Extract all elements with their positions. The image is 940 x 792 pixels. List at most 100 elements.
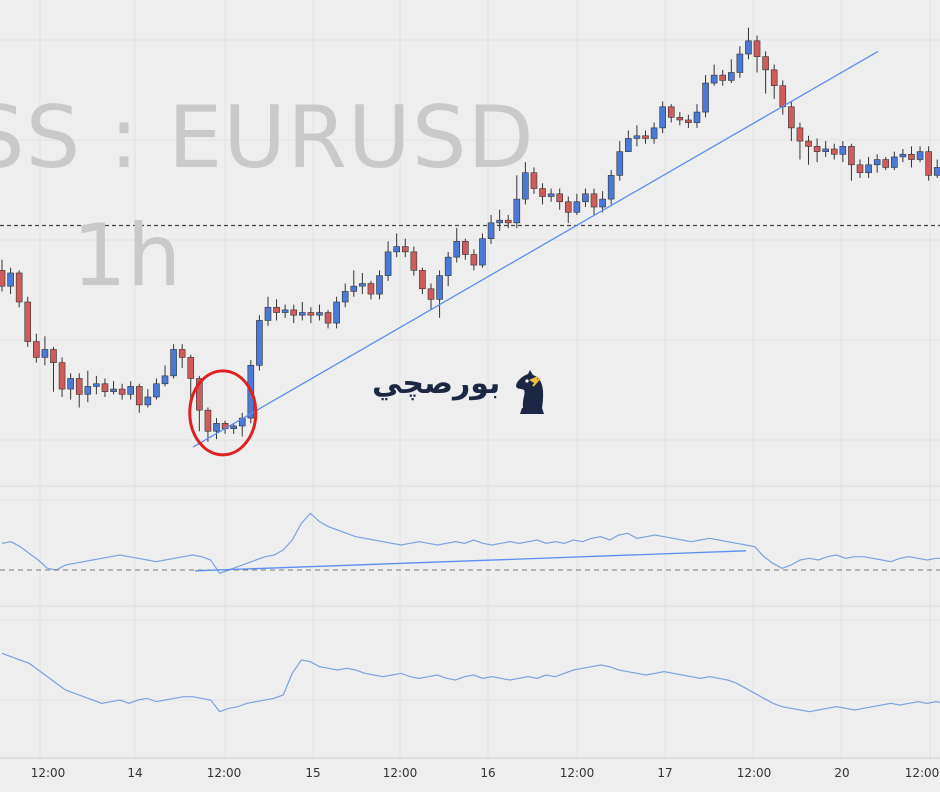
candle-bearish [273,306,280,313]
candle-bullish [230,425,237,429]
candle-bullish [522,172,529,200]
candle-bullish [899,153,907,158]
candle-bearish [856,164,864,174]
candle-bearish [204,409,212,432]
indicator-1-line [1,512,940,575]
candle-bullish [170,349,177,377]
candle-bullish [736,53,744,73]
candle-bullish [496,219,503,224]
candle-bearish [667,106,675,118]
candle-bearish [0,270,6,287]
candle-bullish [436,275,443,300]
candle-bearish [135,386,143,406]
candle-bearish [367,283,375,295]
candle-bullish [582,193,589,203]
chess-knight-icon [512,368,552,420]
candle-bearish [590,193,598,208]
candle-bullish [393,246,400,253]
candle-bullish [702,82,709,113]
candle-bullish [376,275,383,295]
candle-bearish [805,140,812,147]
candle-bullish [633,135,641,139]
x-tick-label: 20 [834,766,850,780]
x-tick-label: 12:00 [30,766,66,780]
candle-bearish [813,146,821,152]
x-tick-label: 16 [480,766,496,780]
candle-bearish [427,288,435,300]
candle-bullish [359,283,366,287]
logo-text: بورصچي [372,366,501,401]
candle-bearish [770,69,778,86]
candle-bearish [24,301,32,342]
price-trendline [192,50,879,448]
candle-bearish [470,254,478,266]
watermark-symbol: SS : EURUSD [0,88,535,188]
candle-bearish [642,135,649,139]
candle-bearish [307,312,315,316]
candle-bullish [659,106,666,129]
candle-bullish [127,386,134,395]
candle-bearish [530,172,538,189]
candle-bearish [462,241,469,255]
candle-bullish [547,193,555,197]
candle-bullish [444,256,452,276]
x-tick-label: 12:00 [559,766,595,780]
candle-bullish [7,272,14,287]
candle-bearish [556,193,564,203]
candle-bullish [745,40,752,55]
x-tick-label: 12:00 [736,766,772,780]
candle-bearish [830,148,838,155]
candle-bearish [685,119,692,123]
indicator-2-line [1,652,940,713]
candle-bearish [58,362,66,390]
candle-bearish [178,349,186,358]
candle-bullish [616,151,624,176]
candle-bullish [710,74,718,84]
candle-bearish [564,201,572,213]
candle-bullish [513,198,521,224]
candle-bullish [573,201,581,213]
candle-bullish [281,309,289,313]
candle-bearish [762,56,769,71]
candle-bearish [101,383,109,392]
candle-bullish [625,138,632,152]
candle-bullish [333,301,340,324]
candle-bearish [401,246,409,253]
candle-bearish [676,117,684,121]
candle-bearish [15,272,23,303]
candle-bullish [144,396,152,406]
candle-bearish [410,251,418,271]
candle-bullish [153,383,160,398]
candle-bullish [839,146,847,155]
candle-bullish [933,167,940,176]
candle-bearish [882,159,890,168]
candle-bearish [419,270,426,290]
candle-bullish [256,320,263,366]
candle-bearish [925,151,932,176]
candle-bearish [779,85,787,108]
candle-bullish [67,378,74,390]
candle-bearish [290,309,298,316]
candle-bearish [753,40,761,57]
x-tick-label: 12:00 [382,766,418,780]
candle-bullish [873,159,881,166]
candle-bullish [727,72,735,81]
candle-bearish [719,74,727,81]
x-tick-label: 15 [305,766,321,780]
x-tick-label: 12:00 [904,766,940,780]
candle-bullish [487,222,495,239]
candle-bearish [848,146,855,166]
candle-bullish [213,423,220,432]
candle-bullish [693,111,701,123]
candle-bullish [650,127,658,139]
candle-bearish [75,378,83,395]
candle-bullish [453,241,461,258]
candle-bullish [607,175,615,200]
candle-bearish [187,357,195,379]
candle-bearish [908,153,915,160]
candle-bearish [324,312,332,324]
candle-bullish [891,156,898,168]
x-tick-label: 14 [127,766,143,780]
